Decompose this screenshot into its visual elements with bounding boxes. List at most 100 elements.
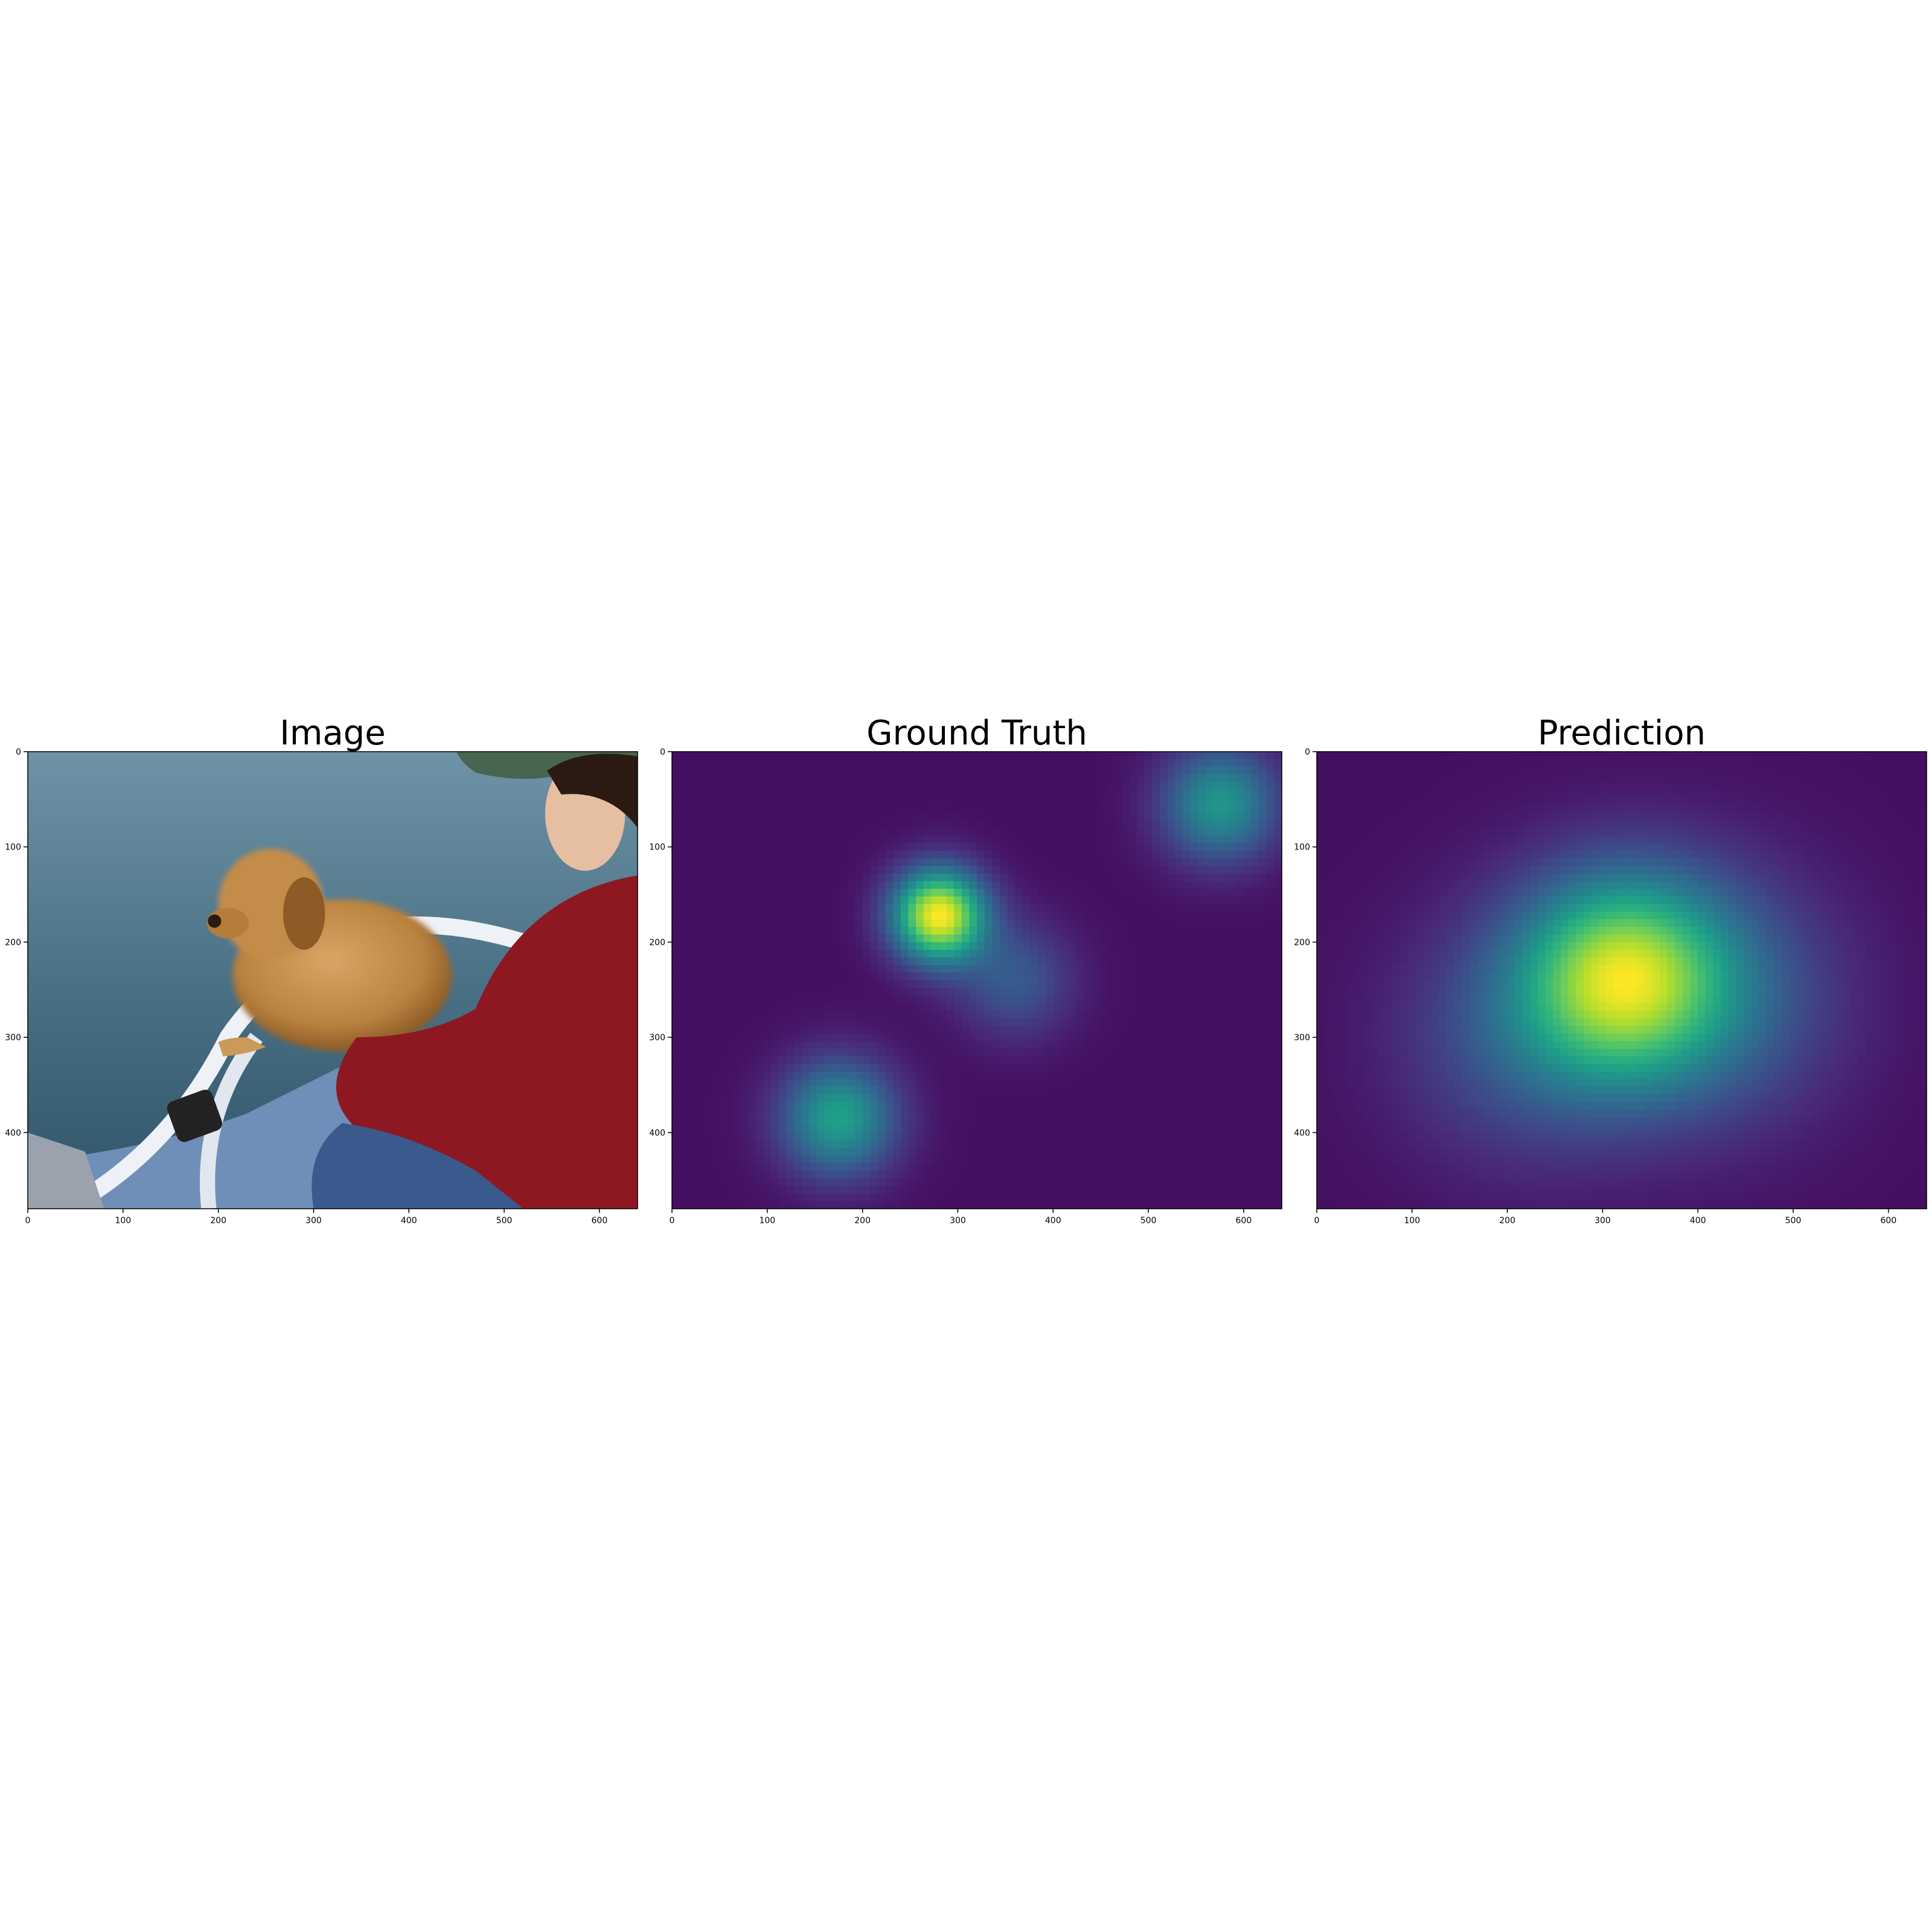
heat-cell bbox=[931, 1056, 939, 1064]
heat-cell bbox=[702, 1026, 711, 1034]
heat-cell bbox=[1236, 995, 1244, 1003]
heat-cell bbox=[931, 950, 939, 958]
heat-cell bbox=[1274, 942, 1282, 950]
heat-cell bbox=[816, 835, 825, 843]
heat-cell bbox=[755, 1056, 764, 1064]
heat-cell bbox=[1083, 896, 1092, 904]
heat-cell bbox=[794, 1163, 802, 1171]
heat-cell bbox=[1083, 1079, 1092, 1087]
heat-cell bbox=[999, 790, 1008, 798]
heat-cell bbox=[1144, 812, 1153, 821]
heat-cell bbox=[847, 1155, 856, 1163]
heat-cell bbox=[794, 752, 802, 760]
heat-cell bbox=[832, 1010, 840, 1019]
heat-cell bbox=[977, 812, 985, 821]
heat-cell bbox=[862, 873, 871, 882]
heat-cell bbox=[1221, 782, 1229, 790]
heat-cell bbox=[923, 1094, 932, 1102]
heat-cell bbox=[916, 797, 924, 805]
heat-cell bbox=[702, 1132, 711, 1141]
heat-cell bbox=[801, 1003, 810, 1011]
heat-cell bbox=[969, 1125, 977, 1133]
heat-cell bbox=[1060, 942, 1069, 950]
heat-cell bbox=[748, 1041, 756, 1049]
heat-cell bbox=[1205, 1102, 1214, 1110]
heat-cell bbox=[687, 1033, 696, 1042]
heat-cell bbox=[1121, 950, 1130, 958]
heat-cell bbox=[1568, 759, 1576, 767]
heat-cell bbox=[862, 942, 871, 950]
heat-cell bbox=[1106, 1041, 1115, 1049]
heat-cell bbox=[679, 1132, 688, 1141]
heat-cell bbox=[710, 950, 718, 958]
heat-cell bbox=[1015, 1102, 1023, 1110]
heat-cell bbox=[1129, 1132, 1137, 1141]
heat-cell bbox=[1175, 1132, 1183, 1141]
heat-cell bbox=[908, 1026, 916, 1034]
heat-cell bbox=[1259, 1018, 1267, 1026]
heat-cell bbox=[1167, 805, 1176, 813]
heat-cell bbox=[1175, 896, 1183, 904]
heat-cell bbox=[679, 1170, 688, 1179]
heat-cell bbox=[786, 1064, 795, 1072]
heat-cell bbox=[992, 988, 1000, 996]
heat-cell bbox=[1038, 1155, 1046, 1163]
heat-cell bbox=[809, 1148, 817, 1156]
heat-cell bbox=[877, 1186, 886, 1194]
heat-cell bbox=[794, 988, 802, 996]
heat-cell bbox=[1251, 820, 1259, 828]
heat-cell bbox=[1022, 812, 1031, 821]
heat-cell bbox=[1228, 828, 1236, 836]
heat-cell bbox=[885, 942, 894, 950]
heat-cell bbox=[794, 1148, 802, 1156]
heat-cell bbox=[771, 1109, 779, 1118]
heat-cell bbox=[877, 957, 886, 965]
heat-cell bbox=[1022, 1193, 1031, 1201]
heat-cell bbox=[1015, 759, 1023, 767]
heat-cell bbox=[1198, 858, 1206, 866]
heat-cell bbox=[1167, 812, 1176, 821]
heat-cell bbox=[969, 896, 977, 904]
heat-cell bbox=[702, 889, 711, 897]
heat-cell bbox=[679, 1033, 688, 1042]
heat-cell bbox=[1144, 889, 1153, 897]
heat-cell bbox=[763, 843, 772, 851]
heat-cell bbox=[1259, 1193, 1267, 1201]
heat-cell bbox=[1038, 972, 1046, 981]
heat-cell bbox=[672, 1041, 680, 1049]
heat-cell bbox=[977, 767, 985, 775]
heat-cell bbox=[1175, 835, 1183, 843]
heat-cell bbox=[702, 805, 711, 813]
heat-cell bbox=[1205, 1193, 1214, 1201]
heat-cell bbox=[862, 1155, 871, 1163]
heat-cell bbox=[1015, 1010, 1023, 1019]
heat-cell bbox=[809, 957, 817, 965]
heat-cell bbox=[946, 980, 955, 988]
heat-cell bbox=[1152, 1018, 1160, 1026]
heat-cell bbox=[717, 828, 726, 836]
heat-cell bbox=[1015, 1125, 1023, 1133]
heat-cell bbox=[1236, 1033, 1244, 1042]
heat-cell bbox=[1015, 843, 1023, 851]
heat-cell bbox=[702, 797, 711, 805]
heat-cell bbox=[794, 1087, 802, 1095]
heat-cell bbox=[816, 919, 825, 927]
heat-cell bbox=[1221, 851, 1229, 859]
heat-cell bbox=[1106, 858, 1115, 866]
heat-cell bbox=[816, 752, 825, 760]
heat-cell bbox=[748, 965, 756, 973]
heat-cell bbox=[672, 1125, 680, 1133]
heat-cell bbox=[1243, 858, 1252, 866]
heat-cell bbox=[1221, 911, 1229, 920]
heat-cell bbox=[694, 1056, 703, 1064]
heat-cell bbox=[1175, 1087, 1183, 1095]
heat-cell bbox=[1266, 919, 1275, 927]
heat-cell bbox=[687, 927, 696, 935]
heat-cell bbox=[1060, 1140, 1069, 1148]
heat-cell bbox=[984, 1125, 993, 1133]
heat-cell bbox=[1182, 988, 1191, 996]
heat-cell bbox=[717, 896, 726, 904]
heat-cell bbox=[1167, 843, 1176, 851]
heat-cell bbox=[1236, 1186, 1244, 1194]
heat-cell bbox=[786, 1049, 795, 1057]
